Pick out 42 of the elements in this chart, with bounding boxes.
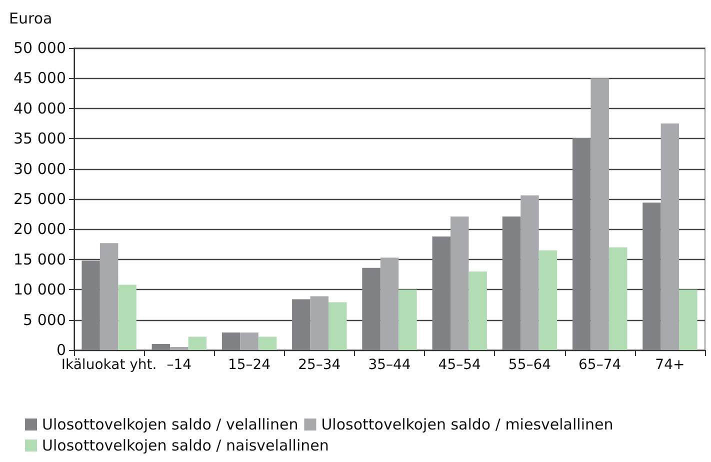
legend-label: Ulosottovelkojen saldo / naisvelallinen — [42, 436, 329, 454]
y-tick-label: 5 000 — [23, 310, 66, 329]
x-tick-label: –14 — [166, 357, 192, 373]
y-tick-label: 25 000 — [14, 190, 66, 208]
x-tick-label: Ikäluokat yht. — [61, 357, 157, 373]
y-tick-label: 0 — [56, 341, 66, 359]
bar — [538, 250, 558, 350]
y-tick-label: 45 000 — [14, 69, 66, 88]
y-tick-label: 20 000 — [14, 220, 66, 238]
y-tick-label: 40 000 — [14, 99, 66, 118]
legend-label: Ulosottovelkojen saldo / miesvelallinen — [321, 416, 614, 434]
x-tick-label: 25–34 — [298, 357, 341, 373]
bar — [258, 336, 277, 350]
bar — [679, 290, 698, 350]
x-tick-label: 35–44 — [368, 357, 411, 373]
x-tick-label: 65–74 — [578, 357, 622, 373]
bar — [520, 195, 539, 350]
x-tick-label: 45–54 — [438, 357, 482, 373]
y-axis-title: Euroa — [9, 10, 52, 28]
bar — [380, 258, 399, 350]
y-tick-label: 30 000 — [14, 160, 66, 178]
bar — [118, 284, 136, 350]
y-tick-label: 10 000 — [14, 280, 66, 299]
bar — [310, 296, 329, 350]
y-tick-label: 35 000 — [14, 130, 66, 148]
bar — [328, 302, 347, 350]
bar — [590, 78, 609, 350]
legend-label: Ulosottovelkojen saldo / velallinen — [42, 416, 298, 434]
bar — [660, 124, 680, 350]
bar — [450, 216, 469, 350]
bar — [240, 332, 258, 350]
x-tick-label: 74+ — [655, 357, 685, 373]
y-tick-label: 15 000 — [14, 250, 66, 268]
bar — [468, 271, 487, 350]
bar — [100, 243, 118, 350]
x-tick-label: 15–24 — [228, 357, 271, 373]
bar — [170, 346, 188, 350]
y-tick-label: 50 000 — [14, 39, 66, 57]
bar — [608, 247, 628, 350]
bar — [398, 290, 417, 350]
x-tick-label: 55–64 — [508, 357, 552, 373]
bar — [188, 336, 207, 350]
